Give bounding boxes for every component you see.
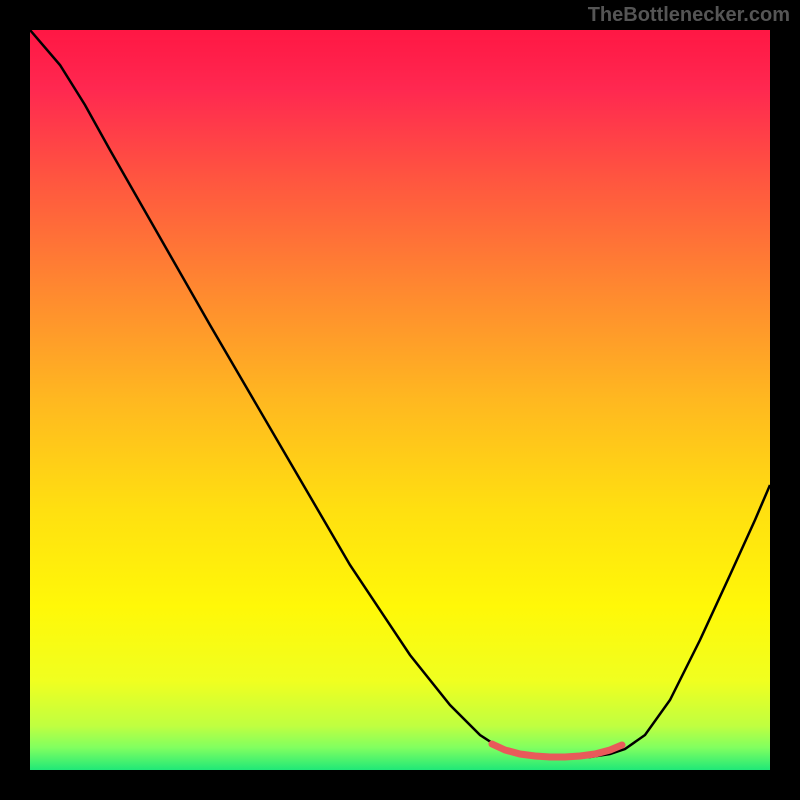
watermark-text: TheBottlenecker.com xyxy=(588,4,790,27)
bottleneck-curve xyxy=(30,30,770,770)
plot-area xyxy=(30,30,770,770)
valley-marker-path xyxy=(492,744,622,757)
main-curve-path xyxy=(30,30,770,758)
